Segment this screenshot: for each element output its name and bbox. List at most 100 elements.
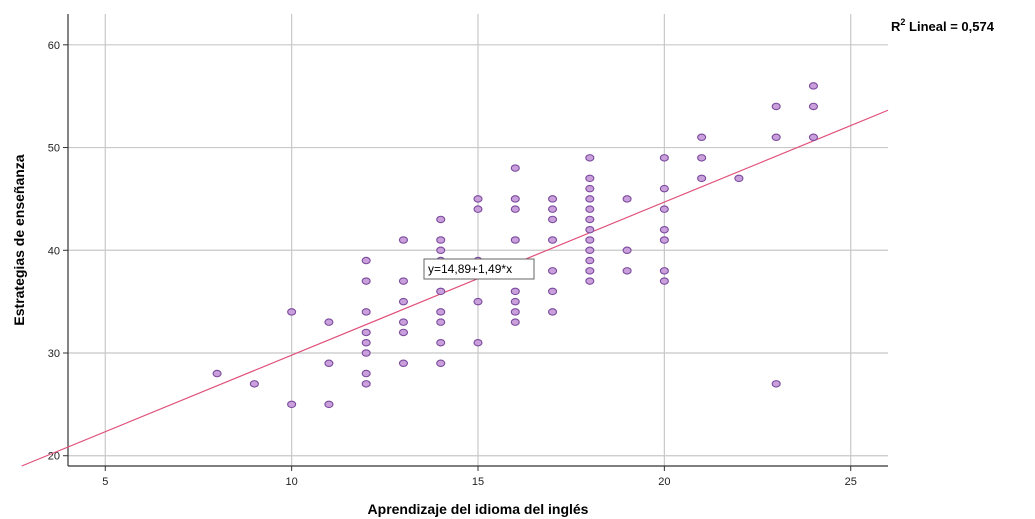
data-point bbox=[398, 236, 409, 244]
y-tick-label: 40 bbox=[48, 245, 60, 257]
data-point bbox=[398, 328, 409, 337]
data-point bbox=[547, 287, 558, 296]
axes bbox=[63, 14, 888, 471]
data-point bbox=[361, 328, 371, 337]
data-point bbox=[547, 215, 558, 224]
data-point bbox=[547, 267, 558, 275]
data-point bbox=[324, 359, 334, 368]
data-point bbox=[287, 400, 297, 409]
data-point bbox=[510, 308, 520, 316]
x-axis-title: Aprendizaje del idioma del inglés bbox=[368, 501, 589, 517]
data-point bbox=[659, 225, 669, 234]
data-point bbox=[361, 277, 371, 285]
data-point bbox=[585, 225, 595, 234]
fit-line bbox=[21, 109, 889, 467]
y-tick-label: 60 bbox=[48, 40, 60, 52]
r2-superscript: 2 bbox=[900, 17, 905, 27]
data-point bbox=[734, 174, 744, 183]
data-point bbox=[659, 277, 669, 285]
data-point bbox=[585, 184, 595, 193]
data-point bbox=[510, 236, 520, 244]
data-point bbox=[659, 267, 669, 275]
r2-prefix: R bbox=[891, 19, 901, 34]
data-point bbox=[212, 369, 222, 378]
data-point bbox=[659, 184, 669, 193]
data-points bbox=[212, 82, 819, 409]
data-point bbox=[659, 205, 669, 213]
r2-text: Lineal = 0,574 bbox=[905, 19, 994, 34]
y-tick-label: 30 bbox=[48, 348, 60, 360]
data-point bbox=[436, 359, 446, 368]
data-point bbox=[436, 338, 446, 347]
y-tick-label: 50 bbox=[48, 143, 60, 155]
data-point bbox=[398, 318, 409, 326]
data-point bbox=[547, 236, 558, 244]
data-point bbox=[473, 297, 483, 306]
data-point bbox=[547, 195, 558, 203]
data-point bbox=[808, 102, 819, 111]
data-point bbox=[361, 380, 371, 388]
data-point bbox=[622, 195, 632, 203]
x-tick-label: 20 bbox=[658, 476, 670, 488]
data-point bbox=[510, 287, 520, 296]
data-point bbox=[473, 205, 483, 213]
data-point bbox=[473, 338, 483, 347]
data-point bbox=[697, 133, 707, 142]
data-point bbox=[436, 318, 446, 326]
y-axis-title: Estrategias de enseñanza bbox=[11, 154, 27, 325]
data-point bbox=[585, 277, 595, 285]
data-point bbox=[510, 164, 520, 172]
data-point bbox=[771, 102, 781, 111]
data-point bbox=[771, 380, 781, 388]
data-point bbox=[324, 318, 334, 326]
data-point bbox=[622, 246, 632, 255]
data-point bbox=[361, 369, 371, 378]
data-point bbox=[249, 380, 259, 388]
data-point bbox=[547, 205, 558, 213]
data-point bbox=[436, 308, 446, 316]
data-point bbox=[585, 195, 595, 203]
data-point bbox=[585, 174, 595, 183]
data-point bbox=[697, 154, 707, 162]
data-point bbox=[361, 349, 371, 357]
data-point bbox=[361, 308, 371, 316]
data-point bbox=[510, 205, 520, 213]
data-point bbox=[510, 195, 520, 203]
data-point bbox=[287, 308, 297, 316]
data-point bbox=[547, 308, 558, 316]
data-point bbox=[436, 287, 446, 296]
data-point bbox=[585, 205, 595, 213]
data-point bbox=[585, 256, 595, 265]
data-point bbox=[473, 195, 483, 203]
data-point bbox=[585, 215, 595, 224]
data-point bbox=[398, 297, 409, 306]
data-point bbox=[510, 297, 520, 306]
data-point bbox=[585, 267, 595, 275]
data-point bbox=[436, 215, 446, 224]
data-point bbox=[436, 236, 446, 244]
equation-label: y=14,89+1,49*x bbox=[428, 262, 512, 276]
r2-label: R2 Lineal = 0,574 bbox=[891, 17, 995, 34]
data-point bbox=[622, 267, 632, 275]
data-point bbox=[771, 133, 781, 142]
data-point bbox=[659, 154, 669, 162]
data-point bbox=[659, 236, 669, 244]
data-point bbox=[398, 359, 409, 368]
data-point bbox=[398, 277, 409, 285]
data-point bbox=[361, 256, 371, 265]
data-point bbox=[808, 133, 819, 142]
x-tick-label: 25 bbox=[845, 476, 857, 488]
data-point bbox=[808, 82, 819, 90]
x-tick-label: 5 bbox=[102, 476, 108, 488]
data-point bbox=[585, 154, 595, 162]
data-point bbox=[361, 338, 371, 347]
x-tick-label: 15 bbox=[472, 476, 484, 488]
equation-box: y=14,89+1,49*x bbox=[423, 258, 535, 280]
data-point bbox=[510, 318, 520, 326]
data-point bbox=[324, 400, 334, 409]
equation-box-frame bbox=[423, 258, 535, 280]
data-point bbox=[436, 246, 446, 255]
data-point bbox=[585, 246, 595, 255]
